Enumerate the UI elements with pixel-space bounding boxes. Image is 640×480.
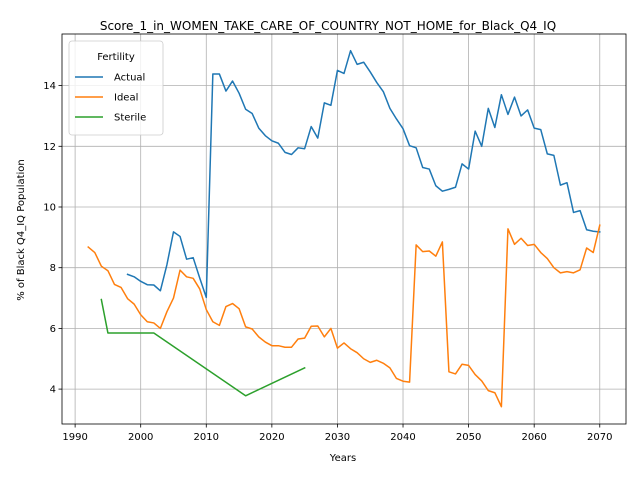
x-tick-label: 2030 <box>325 432 350 443</box>
legend-title: Fertility <box>97 52 135 63</box>
grid <box>62 34 626 424</box>
y-tick-label: 10 <box>43 202 56 213</box>
legend-label-ideal: Ideal <box>114 93 138 104</box>
y-tick-label: 6 <box>50 324 56 335</box>
x-tick-label: 2040 <box>390 432 415 443</box>
y-tick-label: 4 <box>50 385 56 396</box>
x-tick-label: 2010 <box>194 432 219 443</box>
series-lines <box>87 49 601 408</box>
y-tick-label: 14 <box>43 81 56 92</box>
x-axis-label: Years <box>329 453 356 464</box>
y-tick-label: 8 <box>50 263 56 274</box>
x-tick-label: 2000 <box>128 432 153 443</box>
x-tick-label: 2070 <box>587 432 612 443</box>
x-tick-label: 1990 <box>62 432 87 443</box>
y-axis-ticks: 4 6 8 10 12 14 <box>43 81 62 396</box>
x-axis-ticks: 1990 2000 2010 2020 2030 2040 2050 2060 2070 <box>62 424 612 443</box>
chart-title: Score_1_in_WOMEN_TAKE_CARE_OF_COUNTRY_NO… <box>100 19 556 33</box>
x-tick-label: 2060 <box>521 432 546 443</box>
legend-label-sterile: Sterile <box>114 113 146 124</box>
x-tick-label: 2050 <box>456 432 481 443</box>
legend-box <box>68 40 164 136</box>
series-line-sterile <box>100 298 306 397</box>
x-tick-label: 2020 <box>259 432 284 443</box>
legend: Fertility Actual Ideal Sterile <box>68 40 164 136</box>
legend-entries: Actual Ideal Sterile <box>75 73 146 124</box>
y-tick-label: 12 <box>43 142 56 153</box>
plot-area-frame <box>61 33 627 425</box>
legend-label-actual: Actual <box>114 73 145 84</box>
series-line-ideal <box>87 224 601 408</box>
series-line-actual <box>126 49 601 299</box>
y-axis-label: % of Black Q4_IQ Population <box>16 159 27 301</box>
